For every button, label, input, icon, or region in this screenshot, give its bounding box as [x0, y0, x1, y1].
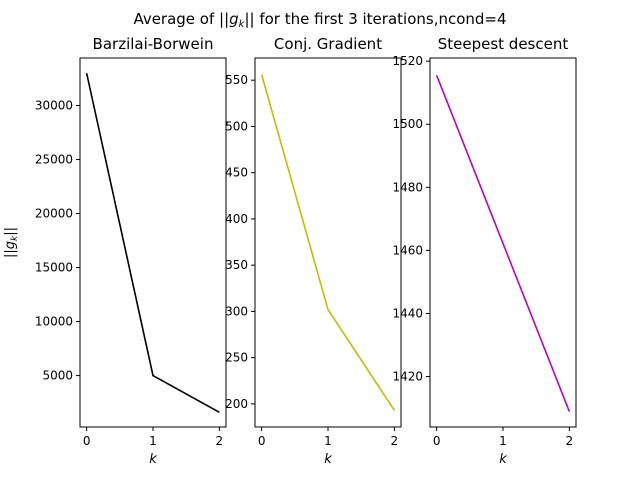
y-tick-label: 1520	[392, 54, 423, 68]
axes-frame	[79, 57, 227, 428]
y-tick-label: 1500	[392, 117, 423, 131]
axes-frame	[254, 57, 402, 428]
subplot-2: Steepest descent 0 1 2 1420 1440 1460 1480 1500 1…	[392, 35, 577, 467]
y-tick-label: 20000	[35, 207, 73, 221]
y-tick-label: 25000	[35, 153, 73, 167]
x-tick-label: 2	[391, 434, 399, 448]
y-tick-label: 300	[225, 304, 248, 318]
y-tick-label: 550	[225, 73, 248, 87]
y-tick-label: 1440	[392, 306, 423, 320]
x-tick-label: 1	[499, 434, 507, 448]
y-tick-label: 350	[225, 258, 248, 272]
series-line	[260, 74, 396, 411]
x-tick-label: 0	[258, 434, 266, 448]
y-axis-label: ||gk||	[3, 227, 20, 258]
y-tick-label: 1460	[392, 243, 423, 257]
y-tick-label: 10000	[35, 315, 73, 329]
subplot-title: Steepest descent	[438, 35, 569, 53]
x-axis-label: k	[499, 452, 507, 467]
x-tick-label: 2	[566, 434, 574, 448]
subplot-1: Conj. Gradient 0 1 2 200 250 300 350 400 450 500 55…	[225, 35, 402, 467]
y-tick-label: 500	[225, 119, 248, 133]
y-tick-label: 30000	[35, 99, 73, 113]
x-axis-label: k	[149, 452, 157, 467]
x-tick-label: 0	[83, 434, 91, 448]
x-tick-label: 1	[324, 434, 332, 448]
subplot-title: Conj. Gradient	[274, 35, 382, 53]
series-line	[85, 72, 220, 414]
y-tick-label: 15000	[35, 261, 73, 275]
y-tick-label: 450	[225, 166, 248, 180]
series-line	[435, 75, 571, 412]
subplot-title: Barzilai-Borwein	[93, 35, 214, 53]
x-axis-label: k	[324, 452, 332, 467]
y-tick-label: 1480	[392, 180, 423, 194]
x-tick-label: 0	[433, 434, 441, 448]
y-tick-label: 400	[225, 212, 248, 226]
x-tick-label: 1	[149, 434, 157, 448]
y-tick-label: 250	[225, 351, 248, 365]
y-tick-label: 5000	[42, 369, 73, 383]
x-tick-label: 2	[216, 434, 224, 448]
y-tick-label: 1420	[392, 370, 423, 384]
figure-suptitle: Average of ||gk|| for the first 3 iterat…	[133, 10, 506, 30]
y-tick-label: 200	[225, 397, 248, 411]
